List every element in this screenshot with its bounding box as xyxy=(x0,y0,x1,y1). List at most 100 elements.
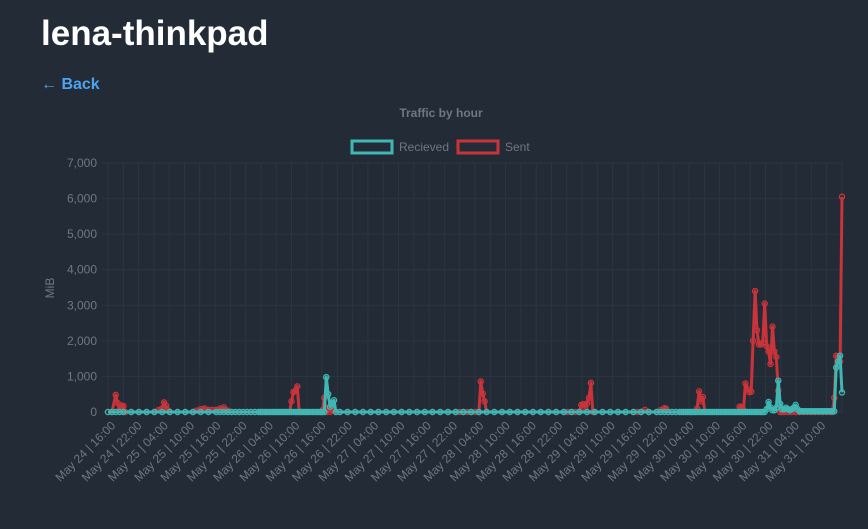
data-point-received xyxy=(143,408,150,416)
back-link[interactable]: ← Back xyxy=(41,76,100,93)
data-point-received xyxy=(483,408,490,416)
data-point-received xyxy=(390,408,398,416)
data-point-sent xyxy=(583,400,591,407)
data-point-received xyxy=(120,408,127,416)
data-point-received xyxy=(467,408,475,416)
data-point-received xyxy=(545,408,552,416)
data-point-received xyxy=(104,408,112,416)
y-tick-label: 6,000 xyxy=(67,192,97,206)
data-point-received xyxy=(429,408,436,416)
data-point-received xyxy=(645,408,653,416)
chart-title: Traffic by hour xyxy=(399,106,483,120)
data-point-sent xyxy=(112,391,119,399)
data-point-received xyxy=(321,408,328,416)
data-point-received xyxy=(521,408,529,416)
y-tick-label: 4,000 xyxy=(67,263,97,277)
data-point-sent xyxy=(585,394,593,402)
y-tick-label: 5,000 xyxy=(67,227,97,241)
data-point-received xyxy=(630,408,637,416)
data-point-received xyxy=(205,408,212,416)
data-point-sent xyxy=(294,383,301,390)
data-point-received xyxy=(421,408,429,416)
data-point-sent xyxy=(479,390,486,397)
data-point-received xyxy=(836,352,844,360)
data-point-received xyxy=(224,408,232,416)
data-point-received xyxy=(247,408,255,416)
data-point-received xyxy=(529,408,537,416)
data-point-received xyxy=(838,389,846,396)
y-tick-label: 3,000 xyxy=(67,298,97,312)
data-point-received xyxy=(776,400,784,408)
data-point-received xyxy=(243,408,251,416)
data-point-sent xyxy=(769,323,776,330)
y-tick-label: 2,000 xyxy=(67,334,97,348)
data-point-sent xyxy=(759,339,767,346)
y-tick-label: 7,000 xyxy=(67,156,97,170)
data-point-received xyxy=(189,408,197,416)
data-point-received xyxy=(514,408,521,416)
data-point-received xyxy=(583,408,591,416)
y-tick-label: 0 xyxy=(90,405,97,419)
data-point-received xyxy=(506,408,514,416)
page-title: lena-thinkpad xyxy=(41,14,269,53)
data-point-received xyxy=(537,408,544,416)
data-point-sent xyxy=(742,380,749,387)
data-point-sent xyxy=(761,300,768,307)
data-point-sent xyxy=(587,379,595,387)
data-point-received xyxy=(560,408,568,416)
data-point-sent xyxy=(477,378,485,385)
data-point-received xyxy=(668,408,676,416)
data-point-received xyxy=(591,408,599,416)
data-point-received xyxy=(323,373,330,381)
data-point-received xyxy=(498,408,506,416)
data-point-received xyxy=(831,408,838,415)
legend-sent-swatch xyxy=(456,139,500,155)
data-point-received xyxy=(324,390,332,398)
data-point-sent xyxy=(838,193,846,201)
data-point-sent xyxy=(481,398,488,405)
data-point-received xyxy=(228,408,235,416)
data-point-received xyxy=(135,408,143,416)
data-point-received xyxy=(452,408,459,416)
data-point-received xyxy=(182,408,189,416)
data-point-received xyxy=(367,408,374,416)
data-point-sent xyxy=(695,388,703,395)
data-point-received xyxy=(664,408,672,416)
data-point-received xyxy=(460,408,467,416)
data-point-sent xyxy=(749,337,757,345)
data-point-received xyxy=(832,364,840,371)
data-point-received xyxy=(232,408,239,416)
data-point-received xyxy=(765,398,772,406)
data-point-received xyxy=(344,408,351,416)
data-point-sent xyxy=(771,348,778,355)
data-point-sent xyxy=(699,393,707,401)
data-point-received xyxy=(359,408,367,416)
data-point-received xyxy=(332,408,340,416)
data-point-received xyxy=(174,408,181,416)
data-point-received xyxy=(622,408,629,416)
data-point-sent xyxy=(773,353,780,361)
data-point-received xyxy=(606,408,614,416)
data-point-received xyxy=(197,408,204,416)
data-point-received xyxy=(351,408,359,416)
data-point-received xyxy=(657,408,664,416)
data-point-received xyxy=(158,408,166,416)
data-point-received xyxy=(475,408,483,416)
data-point-received xyxy=(775,377,782,384)
data-point-received xyxy=(406,408,413,416)
data-point-received xyxy=(444,408,452,416)
y-tick-label: 1,000 xyxy=(67,369,97,383)
data-point-received xyxy=(216,408,224,416)
data-point-received xyxy=(382,408,390,416)
data-point-received xyxy=(151,408,158,416)
legend-received-swatch xyxy=(350,139,394,155)
data-point-received xyxy=(236,408,243,416)
data-point-received xyxy=(212,408,220,416)
data-point-received xyxy=(375,408,382,416)
data-point-received xyxy=(599,408,606,416)
data-point-received xyxy=(653,408,660,416)
data-point-received xyxy=(330,397,338,404)
data-point-received xyxy=(239,408,247,416)
data-point-received xyxy=(127,408,135,416)
